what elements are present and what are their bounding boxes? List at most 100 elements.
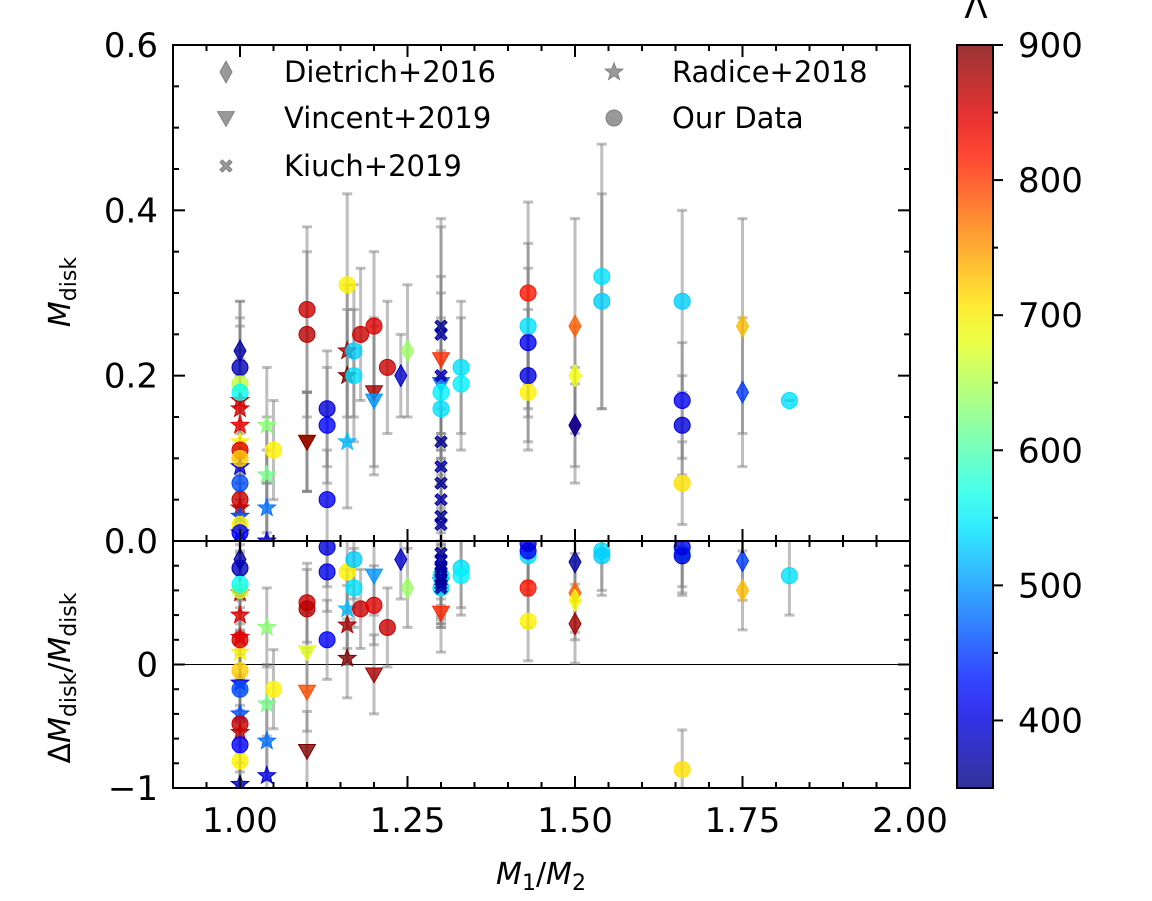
colorbar: 400 500 600 700 800 900 xyxy=(956,26,1083,789)
colorbar-label: Λ xyxy=(964,0,987,27)
point-bottom-dietrich-2016 xyxy=(735,548,750,573)
point-top-vincent-2019 xyxy=(364,385,384,402)
point-top-radice-2018 xyxy=(256,414,277,434)
top-panel-errorbars xyxy=(235,142,795,541)
point-bottom-dietrich-2016 xyxy=(735,578,750,603)
point-bottom-our-data xyxy=(231,680,249,698)
point-bottom-our-data xyxy=(318,563,336,581)
point-bottom-radice-2018 xyxy=(256,765,277,785)
point-top-our-data xyxy=(673,391,691,409)
point-top-our-data xyxy=(231,491,249,509)
point-bottom-our-data xyxy=(378,618,396,636)
point-top-kiuch-2019 xyxy=(434,435,448,449)
point-bottom-our-data xyxy=(231,662,249,680)
point-top-kiuch-2019 xyxy=(434,368,448,383)
point-bottom-our-data xyxy=(365,596,383,614)
x-tick-label: 1.25 xyxy=(370,801,446,841)
point-top-our-data xyxy=(780,391,798,409)
point-top-our-data xyxy=(318,400,336,418)
point-bottom-our-data xyxy=(265,680,282,698)
point-top-our-data xyxy=(673,292,691,310)
point-bottom-radice-2018 xyxy=(256,693,277,713)
point-top-our-data xyxy=(452,375,470,393)
point-bottom-our-data xyxy=(519,579,537,597)
point-top-dietrich-2016 xyxy=(735,314,750,338)
point-bottom-our-data xyxy=(519,541,537,552)
point-bottom-radice-2018 xyxy=(229,641,251,661)
point-bottom-our-data xyxy=(519,612,537,630)
point-bottom-radice-2018 xyxy=(337,647,358,667)
point-bottom-dietrich-2016 xyxy=(568,611,582,636)
point-bottom-our-data xyxy=(345,579,363,597)
point-bottom-our-data xyxy=(593,547,611,565)
point-bottom-our-data xyxy=(318,541,336,556)
point-top-kiuch-2019 xyxy=(434,459,448,474)
point-top-our-data xyxy=(298,325,316,343)
point-bottom-our-data xyxy=(298,600,316,618)
point-bottom-our-data xyxy=(673,760,691,778)
point-bottom-vincent-2019 xyxy=(431,605,451,623)
point-top-dietrich-2016 xyxy=(568,314,582,338)
point-bottom-vincent-2019 xyxy=(364,667,384,684)
point-bottom-our-data xyxy=(231,631,249,649)
colorbar-gradient xyxy=(957,45,993,788)
colorbar-tick-label: 900 xyxy=(1018,26,1083,66)
legend-label-kiuch-2019: Kiuch+2019 xyxy=(284,149,462,183)
point-top-our-data xyxy=(673,474,691,492)
point-top-our-data xyxy=(519,317,537,335)
colorbar-tick-label: 400 xyxy=(1018,701,1083,741)
legend-marker-kiuch-2019 xyxy=(219,159,233,173)
point-bottom-our-data xyxy=(780,567,798,585)
colorbar-tick-label: 600 xyxy=(1018,431,1083,471)
point-top-vincent-2019 xyxy=(364,393,384,410)
bottom-panel-errorbars xyxy=(173,541,910,788)
top-panel-points xyxy=(229,267,798,541)
y-axis-label-bottom: ΔMdisk/Mdisk xyxy=(43,592,82,763)
y-bottom-tick-label: −1 xyxy=(108,769,158,809)
point-top-our-data xyxy=(352,325,370,343)
point-top-dietrich-2016 xyxy=(568,413,582,438)
colorbar-tick-label: 500 xyxy=(1018,566,1083,606)
point-top-our-data xyxy=(298,301,316,319)
point-top-our-data xyxy=(452,358,470,376)
y-top-tick-label: 0.4 xyxy=(104,191,158,231)
point-bottom-our-data xyxy=(318,631,336,649)
point-top-radice-2018 xyxy=(229,398,251,418)
point-top-our-data xyxy=(338,276,356,294)
point-top-our-data xyxy=(231,474,249,492)
point-bottom-radice-2018 xyxy=(229,604,251,624)
legend-label-dietrich-2016: Dietrich+2016 xyxy=(284,55,496,89)
point-bottom-our-data xyxy=(673,547,691,565)
point-top-dietrich-2016 xyxy=(735,380,750,405)
axis-ticks: 1.00 1.25 1.50 1.75 2.00 0.0 0.2 0.4 0.6 0 −1 xyxy=(104,26,948,841)
legend-marker-vincent-2019 xyxy=(216,111,236,128)
point-top-kiuch-2019 xyxy=(434,492,448,507)
point-top-our-data xyxy=(231,383,249,401)
point-top-radice-2018 xyxy=(337,431,358,451)
point-top-our-data xyxy=(365,317,383,335)
point-bottom-vincent-2019 xyxy=(297,744,317,761)
y-top-tick-label: 0.0 xyxy=(104,522,158,562)
point-bottom-our-data xyxy=(452,567,470,585)
point-top-radice-2018 xyxy=(256,464,277,484)
legend-label-radice-2018: Radice+2018 xyxy=(672,55,868,89)
x-tick-label: 2.00 xyxy=(872,801,948,841)
point-top-our-data xyxy=(673,416,691,434)
point-bottom-our-data xyxy=(231,559,249,577)
x-tick-label: 1.50 xyxy=(537,801,613,841)
point-top-dietrich-2016 xyxy=(568,363,582,388)
colorbar-tick-label: 700 xyxy=(1018,296,1083,336)
point-top-radice-2018 xyxy=(256,497,277,517)
legend: Dietrich+2016 Radice+2018 Vincent+2019 Our … xyxy=(216,55,868,183)
point-top-our-data xyxy=(231,449,249,467)
point-bottom-radice-2018 xyxy=(256,730,277,750)
point-bottom-dietrich-2016 xyxy=(568,588,582,613)
point-top-our-data xyxy=(432,383,450,401)
legend-label-vincent-2019: Vincent+2019 xyxy=(284,101,491,135)
point-top-our-data xyxy=(378,358,396,376)
point-top-our-data xyxy=(345,367,363,385)
point-top-kiuch-2019 xyxy=(434,476,448,490)
axis-labels: Mdisk ΔMdisk/Mdisk M1/M2 Λ xyxy=(43,0,988,896)
